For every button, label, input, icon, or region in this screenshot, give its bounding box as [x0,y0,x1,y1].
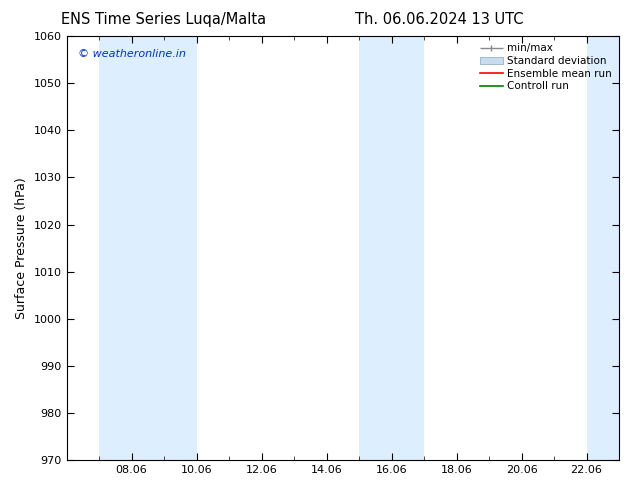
Bar [359,36,424,460]
Bar [99,36,197,460]
Legend: min/max, Standard deviation, Ensemble mean run, Controll run: min/max, Standard deviation, Ensemble me… [476,39,616,96]
Y-axis label: Surface Pressure (hPa): Surface Pressure (hPa) [15,177,28,319]
Bar [586,36,619,460]
Text: ENS Time Series Luqa/Malta: ENS Time Series Luqa/Malta [61,12,266,27]
Text: Th. 06.06.2024 13 UTC: Th. 06.06.2024 13 UTC [355,12,524,27]
Text: © weatheronline.in: © weatheronline.in [77,49,186,59]
